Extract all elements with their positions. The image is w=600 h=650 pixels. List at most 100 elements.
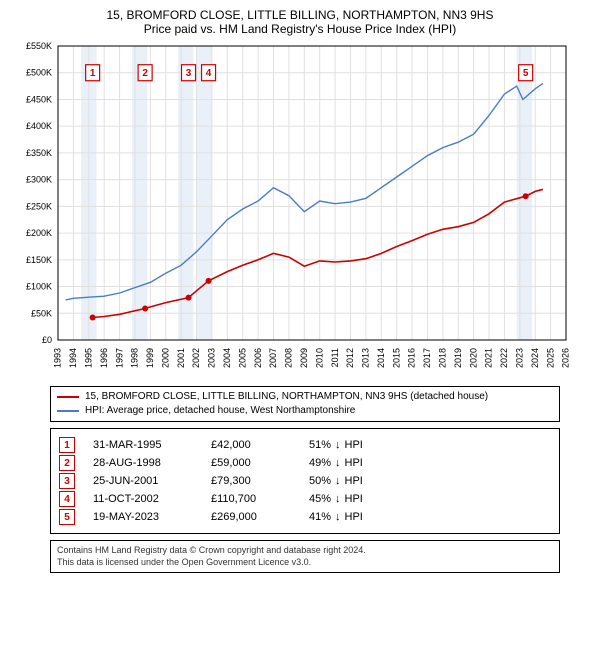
event-date: 11-OCT-2002: [93, 493, 193, 505]
event-marker-num: 3: [59, 473, 75, 489]
event-price: £79,300: [211, 475, 291, 487]
legend-label: HPI: Average price, detached house, West…: [85, 404, 355, 418]
marker-dot-5: [523, 193, 529, 199]
title-address: 15, BROMFORD CLOSE, LITTLE BILLING, NORT…: [10, 8, 590, 22]
marker-num-2: 2: [142, 68, 148, 79]
marker-num-4: 4: [206, 68, 212, 79]
svg-text:2015: 2015: [391, 348, 401, 368]
event-price: £42,000: [211, 439, 291, 451]
event-date: 25-JUN-2001: [93, 475, 193, 487]
event-row: 3 25-JUN-2001 £79,300 50%↓HPI: [59, 473, 551, 489]
svg-text:2008: 2008: [284, 348, 294, 368]
event-date: 19-MAY-2023: [93, 511, 193, 523]
event-row: 4 11-OCT-2002 £110,700 45%↓HPI: [59, 491, 551, 507]
event-date: 31-MAR-1995: [93, 439, 193, 451]
svg-text:2010: 2010: [314, 348, 324, 368]
event-delta: 51%↓HPI: [309, 439, 363, 451]
svg-text:2023: 2023: [515, 348, 525, 368]
attribution: Contains HM Land Registry data © Crown c…: [50, 540, 560, 573]
svg-text:2013: 2013: [361, 348, 371, 368]
price-chart: £0£50K£100K£150K£200K£250K£300K£350K£400…: [10, 40, 580, 380]
events-table: 1 31-MAR-1995 £42,000 51%↓HPI 2 28-AUG-1998 £5…: [50, 428, 560, 534]
svg-text:£0: £0: [42, 335, 52, 345]
svg-text:£100K: £100K: [26, 282, 52, 292]
event-row: 1 31-MAR-1995 £42,000 51%↓HPI: [59, 437, 551, 453]
svg-text:1993: 1993: [53, 348, 63, 368]
marker-num-3: 3: [186, 68, 192, 79]
down-arrow-icon: ↓: [335, 457, 341, 469]
marker-num-1: 1: [90, 68, 96, 79]
event-marker-num: 5: [59, 509, 75, 525]
svg-text:2025: 2025: [545, 348, 555, 368]
svg-text:£50K: £50K: [31, 308, 52, 318]
event-marker-num: 1: [59, 437, 75, 453]
svg-text:2014: 2014: [376, 348, 386, 368]
marker-num-5: 5: [523, 68, 529, 79]
svg-text:1996: 1996: [99, 348, 109, 368]
svg-text:2019: 2019: [453, 348, 463, 368]
svg-text:2003: 2003: [207, 348, 217, 368]
svg-text:£350K: £350K: [26, 148, 52, 158]
event-delta: 50%↓HPI: [309, 475, 363, 487]
svg-text:2012: 2012: [345, 348, 355, 368]
event-delta: 45%↓HPI: [309, 493, 363, 505]
down-arrow-icon: ↓: [335, 511, 341, 523]
svg-text:£150K: £150K: [26, 255, 52, 265]
chart-title-block: 15, BROMFORD CLOSE, LITTLE BILLING, NORT…: [10, 8, 590, 36]
svg-text:2002: 2002: [191, 348, 201, 368]
legend-row-1: HPI: Average price, detached house, West…: [57, 404, 553, 418]
svg-text:2007: 2007: [268, 348, 278, 368]
svg-text:2005: 2005: [237, 348, 247, 368]
attribution-line1: Contains HM Land Registry data © Crown c…: [57, 545, 553, 557]
svg-text:2000: 2000: [160, 348, 170, 368]
svg-text:2009: 2009: [299, 348, 309, 368]
svg-text:2021: 2021: [484, 348, 494, 368]
down-arrow-icon: ↓: [335, 475, 341, 487]
event-price: £59,000: [211, 457, 291, 469]
svg-text:2018: 2018: [438, 348, 448, 368]
title-subtitle: Price paid vs. HM Land Registry's House …: [10, 22, 590, 36]
svg-text:£450K: £450K: [26, 94, 52, 104]
svg-text:1995: 1995: [83, 348, 93, 368]
event-marker-num: 4: [59, 491, 75, 507]
legend: 15, BROMFORD CLOSE, LITTLE BILLING, NORT…: [50, 386, 560, 422]
marker-dot-1: [90, 315, 96, 321]
event-delta: 41%↓HPI: [309, 511, 363, 523]
event-row: 5 19-MAY-2023 £269,000 41%↓HPI: [59, 509, 551, 525]
svg-text:1994: 1994: [68, 348, 78, 368]
event-date: 28-AUG-1998: [93, 457, 193, 469]
svg-text:2001: 2001: [176, 348, 186, 368]
event-price: £269,000: [211, 511, 291, 523]
legend-swatch: [57, 410, 79, 412]
event-row: 2 28-AUG-1998 £59,000 49%↓HPI: [59, 455, 551, 471]
svg-text:£300K: £300K: [26, 175, 52, 185]
event-delta: 49%↓HPI: [309, 457, 363, 469]
event-marker-num: 2: [59, 455, 75, 471]
svg-text:2026: 2026: [561, 348, 571, 368]
svg-text:£250K: £250K: [26, 201, 52, 211]
svg-text:2004: 2004: [222, 348, 232, 368]
marker-dot-2: [142, 305, 148, 311]
svg-text:2024: 2024: [530, 348, 540, 368]
attribution-line2: This data is licensed under the Open Gov…: [57, 557, 553, 569]
svg-text:2017: 2017: [422, 348, 432, 368]
svg-text:2011: 2011: [330, 348, 340, 367]
svg-text:2020: 2020: [468, 348, 478, 368]
svg-text:1998: 1998: [130, 348, 140, 368]
marker-dot-4: [206, 278, 212, 284]
legend-label: 15, BROMFORD CLOSE, LITTLE BILLING, NORT…: [85, 390, 488, 404]
svg-text:1997: 1997: [114, 348, 124, 368]
marker-dot-3: [186, 295, 192, 301]
svg-text:2006: 2006: [253, 348, 263, 368]
svg-text:1999: 1999: [145, 348, 155, 368]
svg-text:£500K: £500K: [26, 68, 52, 78]
legend-row-0: 15, BROMFORD CLOSE, LITTLE BILLING, NORT…: [57, 390, 553, 404]
chart-area: £0£50K£100K£150K£200K£250K£300K£350K£400…: [10, 40, 590, 380]
svg-text:2022: 2022: [499, 348, 509, 368]
page: 15, BROMFORD CLOSE, LITTLE BILLING, NORT…: [0, 0, 600, 650]
down-arrow-icon: ↓: [335, 439, 341, 451]
down-arrow-icon: ↓: [335, 493, 341, 505]
event-price: £110,700: [211, 493, 291, 505]
legend-swatch: [57, 396, 79, 398]
svg-text:2016: 2016: [407, 348, 417, 368]
